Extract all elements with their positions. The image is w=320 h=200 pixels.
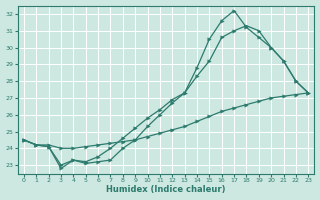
X-axis label: Humidex (Indice chaleur): Humidex (Indice chaleur) (106, 185, 226, 194)
